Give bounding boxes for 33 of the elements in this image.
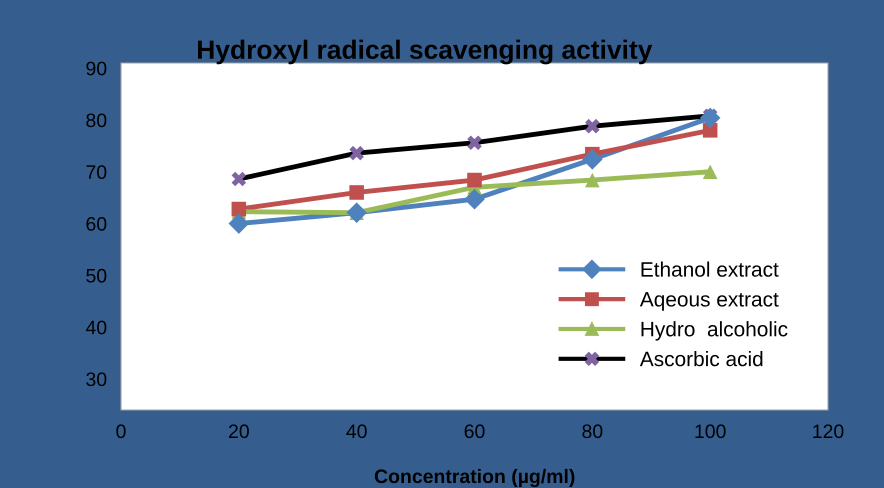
y-tick-label: 80	[86, 113, 106, 128]
point	[585, 172, 600, 188]
point	[467, 135, 482, 150]
point	[349, 185, 364, 200]
point	[700, 108, 720, 128]
y-tick-label: 50	[86, 268, 106, 283]
x-tick-label: 80	[582, 424, 602, 438]
point	[232, 172, 246, 186]
point	[232, 202, 246, 216]
x-tick-label: 40	[346, 424, 367, 438]
point	[467, 172, 482, 188]
y-tick-label: 70	[86, 165, 106, 179]
x-tick-label: 60	[464, 424, 485, 438]
x-tick-label: 20	[229, 424, 249, 438]
x-axis-title: Concentration (µg/ml)	[374, 468, 574, 488]
point	[585, 118, 600, 134]
point	[464, 188, 485, 210]
chart-title: Hydroxyl radical scavenging activity	[198, 40, 652, 64]
point	[702, 164, 718, 180]
point	[349, 146, 364, 160]
y-tick-label: 30	[86, 372, 106, 386]
legend-label: Aqeous extract	[640, 292, 779, 311]
legend-label: Ascorbic acid	[640, 351, 762, 366]
y-tick-label: 90	[86, 62, 106, 76]
legend-label: Ethanol extract	[642, 262, 779, 277]
x-tick-label: 0	[116, 424, 126, 438]
point	[228, 213, 250, 234]
x-tick-label: 100	[695, 424, 726, 438]
y-tick-label: 60	[86, 217, 106, 231]
y-tick-label: 40	[86, 320, 106, 334]
point	[582, 149, 603, 170]
legend-label: Hydro alcoholic	[642, 321, 788, 341]
x-tick-label: 120	[813, 424, 844, 438]
